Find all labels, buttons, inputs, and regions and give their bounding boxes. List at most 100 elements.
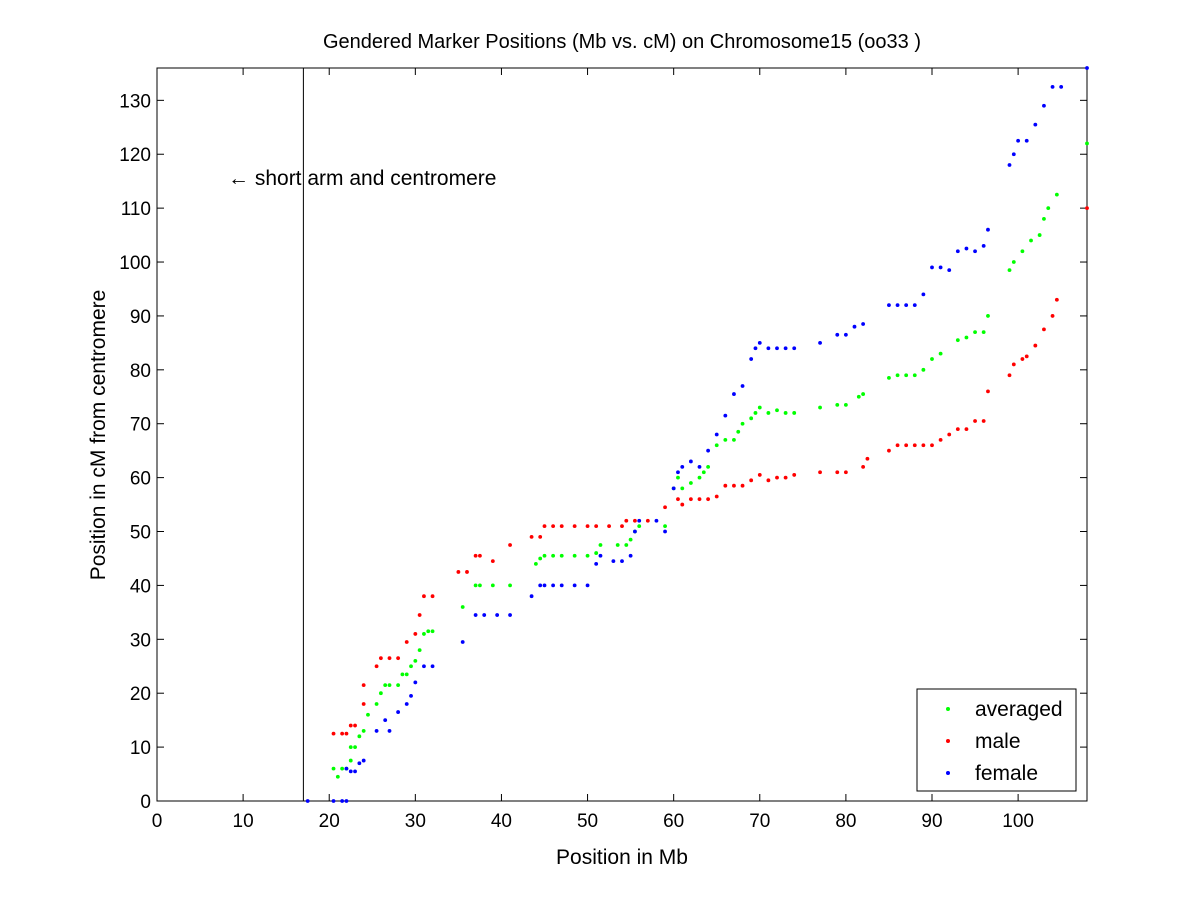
data-point-female xyxy=(930,265,934,270)
data-point-averaged xyxy=(624,543,629,547)
data-point-averaged xyxy=(387,683,392,688)
data-point-male xyxy=(551,524,556,529)
data-point-female xyxy=(740,384,745,388)
data-point-male xyxy=(404,640,409,644)
data-point-averaged xyxy=(1029,238,1033,243)
data-point-averaged xyxy=(357,734,362,739)
y-axis-ticks: 0 10 20 30 40 50 60 70 80 90 100 110 120 130 xyxy=(119,91,1087,813)
data-point-female xyxy=(305,799,310,803)
data-point-male xyxy=(1024,354,1029,359)
centromere-annotation: ← short arm and centromere xyxy=(228,167,496,190)
data-point-female xyxy=(1011,152,1016,157)
data-point-averaged xyxy=(383,683,388,688)
data-point-averaged xyxy=(348,745,353,750)
data-point-male xyxy=(680,502,685,507)
data-point-female xyxy=(340,799,345,803)
data-point-female xyxy=(895,303,900,308)
legend-marker-female xyxy=(946,771,950,775)
data-point-averaged xyxy=(409,664,413,669)
y-tick-label: 70 xyxy=(130,415,151,436)
data-point-averaged xyxy=(723,437,728,442)
data-point-averaged xyxy=(697,475,702,480)
data-point-averaged xyxy=(374,702,379,706)
data-point-male xyxy=(1042,327,1046,332)
data-point-averaged xyxy=(538,556,543,561)
data-point-male xyxy=(775,475,779,480)
x-tick-label: 70 xyxy=(749,811,770,832)
data-point-male xyxy=(490,559,495,564)
legend-label-female: female xyxy=(975,762,1038,785)
data-point-averaged xyxy=(598,543,603,547)
data-point-male xyxy=(387,656,392,661)
data-point-male xyxy=(947,432,952,437)
data-point-averaged xyxy=(585,553,590,558)
y-tick-label: 90 xyxy=(130,307,151,328)
data-point-averaged xyxy=(861,392,866,396)
data-point-male xyxy=(542,524,547,529)
data-point-female xyxy=(344,766,349,771)
data-point-male xyxy=(430,594,435,599)
data-point-female xyxy=(938,265,943,270)
data-point-averaged xyxy=(676,475,680,480)
data-point-averaged xyxy=(378,691,383,696)
data-point-female xyxy=(766,346,771,351)
legend-box xyxy=(916,688,1077,792)
data-point-male xyxy=(529,535,534,539)
data-point-male xyxy=(422,594,426,599)
data-point-male xyxy=(732,483,736,488)
data-point-male xyxy=(572,524,577,529)
data-point-averaged xyxy=(973,330,977,334)
data-point-female xyxy=(1007,163,1012,167)
data-point-female xyxy=(473,613,478,617)
data-point-averaged xyxy=(348,758,353,763)
data-point-female xyxy=(654,518,659,523)
data-point-female xyxy=(1024,138,1029,143)
data-point-averaged xyxy=(572,553,577,558)
data-point-averaged xyxy=(366,712,370,717)
data-point-averaged xyxy=(783,411,788,415)
data-point-averaged xyxy=(749,416,754,421)
legend-label-male: male xyxy=(975,730,1021,753)
x-tick-label: 30 xyxy=(405,811,426,832)
data-point-averaged xyxy=(732,437,736,442)
data-point-averaged xyxy=(753,411,758,415)
data-point-male xyxy=(663,505,667,510)
data-point-averaged xyxy=(340,766,345,771)
data-point-female xyxy=(361,758,366,763)
data-point-female xyxy=(628,553,633,558)
data-point-male xyxy=(818,470,822,475)
data-point-averaged xyxy=(766,411,771,415)
data-point-male xyxy=(865,456,870,461)
data-point-averaged xyxy=(478,583,482,588)
data-point-averaged xyxy=(404,672,409,677)
data-point-male xyxy=(607,524,611,529)
data-point-male xyxy=(912,443,917,448)
data-point-female xyxy=(688,459,693,464)
data-point-averaged xyxy=(843,402,848,407)
x-tick-label: 50 xyxy=(577,811,598,832)
x-tick-label: 20 xyxy=(319,811,340,832)
data-point-averaged xyxy=(1054,192,1059,197)
data-point-averaged xyxy=(559,553,564,558)
data-point-male xyxy=(740,483,745,488)
data-point-male xyxy=(986,389,990,394)
data-point-averaged xyxy=(430,629,435,634)
data-point-averaged xyxy=(637,524,642,529)
data-point-averaged xyxy=(426,629,431,634)
data-point-averaged xyxy=(688,481,693,485)
data-point-male xyxy=(843,470,848,475)
chart-title: Gendered Marker Positions (Mb vs. cM) on… xyxy=(323,31,921,53)
x-tick-label: 0 xyxy=(152,811,163,832)
data-point-averaged xyxy=(1020,249,1025,254)
y-tick-label: 110 xyxy=(121,199,151,220)
x-tick-label: 10 xyxy=(233,811,254,832)
data-point-male xyxy=(1007,373,1012,378)
legend-label-averaged: averaged xyxy=(975,698,1063,721)
data-point-male xyxy=(676,497,680,502)
data-point-female xyxy=(396,710,401,714)
data-point-averaged xyxy=(1011,260,1016,264)
x-tick-label: 100 xyxy=(1002,811,1034,832)
data-point-male xyxy=(624,518,629,523)
data-point-male xyxy=(585,524,590,529)
